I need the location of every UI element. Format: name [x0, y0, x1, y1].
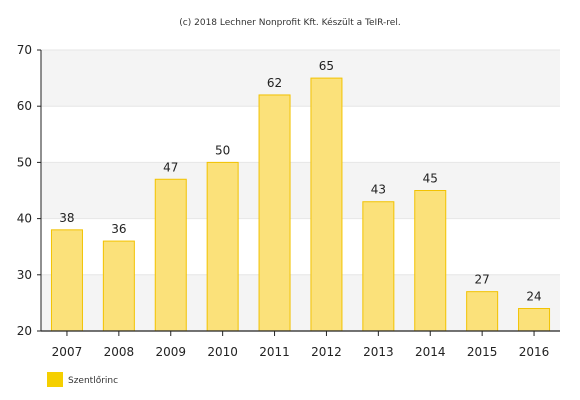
- y-tick-label: 30: [17, 268, 32, 282]
- bar[interactable]: [154, 178, 187, 332]
- legend-swatch[interactable]: [47, 372, 63, 387]
- x-tick-label: 2015: [467, 345, 498, 359]
- x-tick-label: 2010: [207, 345, 238, 359]
- x-tick-label: 2014: [415, 345, 446, 359]
- x-tick-label: 2007: [52, 345, 83, 359]
- x-tick-label: 2012: [311, 345, 342, 359]
- y-tick-label: 60: [17, 99, 32, 113]
- data-label: 43: [371, 183, 386, 197]
- legend-label[interactable]: Szentlőrinc: [68, 376, 118, 386]
- y-tick-label: 20: [17, 324, 32, 338]
- y-tick-label: 50: [17, 155, 32, 169]
- y-tick-label: 40: [17, 212, 32, 226]
- x-tick-label: 2013: [363, 345, 394, 359]
- bar[interactable]: [466, 291, 499, 332]
- data-label: 65: [319, 59, 334, 73]
- x-tick-label: 2011: [259, 345, 290, 359]
- data-label: 36: [111, 222, 126, 236]
- bar[interactable]: [206, 161, 239, 332]
- chart-credit: (c) 2018 Lechner Nonprofit Kft. Készült …: [179, 17, 400, 28]
- x-tick-label: 2016: [519, 345, 550, 359]
- bar[interactable]: [258, 94, 291, 332]
- data-label: 47: [163, 160, 178, 174]
- bar[interactable]: [362, 201, 395, 332]
- bar[interactable]: [414, 190, 447, 332]
- bar[interactable]: [518, 308, 551, 332]
- data-label: 24: [526, 290, 541, 304]
- data-label: 50: [215, 143, 230, 157]
- grid-band: [41, 106, 560, 163]
- data-label: 62: [267, 76, 282, 90]
- grid-band: [41, 162, 560, 219]
- data-label: 45: [423, 172, 438, 186]
- data-label: 38: [59, 211, 74, 225]
- bar[interactable]: [310, 77, 343, 332]
- grid-band: [41, 50, 560, 107]
- x-tick-label: 2008: [104, 345, 135, 359]
- bar[interactable]: [50, 229, 83, 332]
- y-tick-label: 70: [17, 43, 32, 57]
- bar[interactable]: [102, 240, 135, 332]
- x-tick-label: 2009: [155, 345, 186, 359]
- data-label: 27: [475, 273, 490, 287]
